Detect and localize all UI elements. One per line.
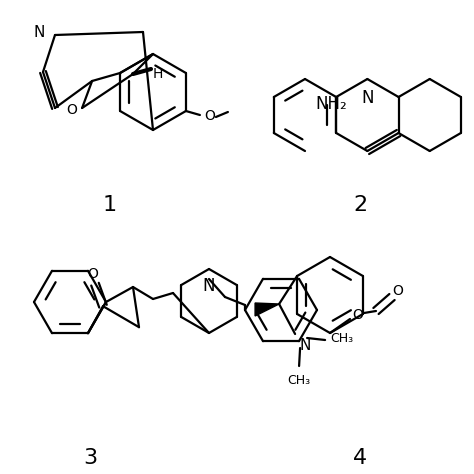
Text: N: N xyxy=(34,25,45,39)
Text: 2: 2 xyxy=(353,195,367,215)
Polygon shape xyxy=(255,303,279,316)
Text: O: O xyxy=(392,284,403,298)
Text: H: H xyxy=(153,67,163,81)
Text: CH₃: CH₃ xyxy=(330,331,353,345)
Text: O: O xyxy=(66,103,77,117)
Text: N: N xyxy=(361,89,374,107)
Text: O: O xyxy=(353,308,364,322)
Text: N: N xyxy=(299,338,310,353)
Text: O: O xyxy=(204,109,215,123)
Text: 3: 3 xyxy=(83,448,97,468)
Text: 4: 4 xyxy=(353,448,367,468)
Text: 1: 1 xyxy=(103,195,117,215)
Text: N: N xyxy=(203,277,215,295)
Text: NH₂: NH₂ xyxy=(315,95,347,113)
Text: CH₃: CH₃ xyxy=(288,374,310,387)
Text: O: O xyxy=(88,267,99,281)
